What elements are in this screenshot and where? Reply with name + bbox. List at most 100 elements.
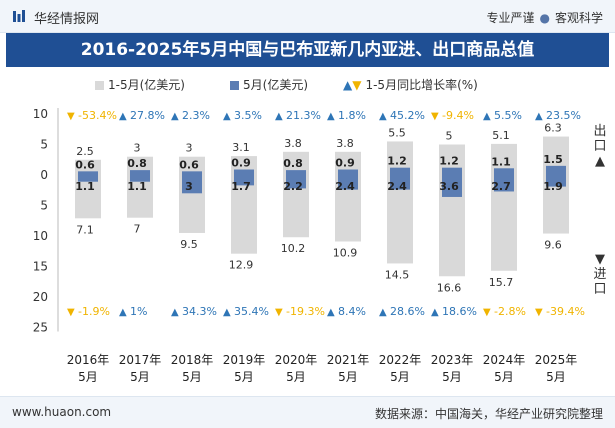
import-yoy-up-icon: ▲ (119, 307, 127, 318)
label-ytd-import: 15.7 (489, 276, 514, 289)
bar-ytd-export (179, 156, 205, 175)
label-ytd-import: 16.6 (437, 281, 462, 294)
export-yoy-up-icon: ▲ (535, 111, 543, 122)
import-yoy-label: -2.8% (494, 305, 526, 318)
legend-label-may: 5月(亿美元) (243, 78, 308, 92)
label-ytd-import: 7 (134, 223, 141, 236)
title-bar: 2016-2025年5月中国与巴布亚新几内亚进、出口商品总值 (6, 33, 609, 67)
label-may-export: 0.9 (231, 157, 251, 170)
label-may-import: 2.4 (335, 180, 355, 193)
brand-name: 华经情报网 (34, 12, 100, 27)
x-tick-label-month: 5月 (182, 370, 202, 384)
export-yoy-label: 1.8% (338, 109, 366, 122)
x-tick-label-year: 2018年 (171, 353, 214, 367)
bar-may-export (494, 168, 514, 175)
separator-dot: ● (539, 11, 550, 25)
import-yoy-up-icon: ▲ (379, 307, 387, 318)
export-yoy-label: 21.3% (286, 109, 321, 122)
label-ytd-export: 3.1 (232, 141, 250, 154)
x-tick-label-month: 5月 (546, 370, 566, 384)
x-tick-label-year: 2017年 (119, 353, 162, 367)
x-tick-label-month: 5月 (234, 370, 254, 384)
bar-may-import (494, 175, 514, 192)
export-yoy-up-icon: ▲ (171, 111, 179, 122)
label-may-export: 0.8 (127, 157, 147, 170)
y-tick-label: 10 (33, 107, 48, 121)
legend-item-may: 5月(亿美元) (230, 76, 308, 93)
label-ytd-export: 3 (186, 142, 193, 155)
import-yoy-label: 28.6% (390, 305, 425, 318)
export-yoy-down-icon: ▼ (67, 111, 75, 122)
label-ytd-export: 5.1 (492, 129, 510, 142)
legend-label-yoy: 1-5月同比增长率(%) (365, 78, 478, 92)
label-ytd-export: 2.5 (76, 145, 94, 158)
bar-may-export (234, 169, 254, 175)
import-label: 进口 (593, 267, 607, 297)
import-yoy-up-icon: ▲ (223, 307, 231, 318)
export-yoy-up-icon: ▲ (275, 111, 283, 122)
bar-ytd-import (127, 175, 153, 218)
up-arrow-icon: ▲ (595, 154, 605, 169)
bar-may-import (130, 175, 150, 182)
legend-item-ytd: 1-5月(亿美元) (95, 76, 185, 93)
y-tick-label: 25 (33, 321, 48, 335)
bar-may-import (442, 175, 462, 197)
x-tick-label-year: 2024年 (483, 353, 526, 367)
legend-label-ytd: 1-5月(亿美元) (108, 78, 185, 92)
legend-item-yoy: ▲▼ 1-5月同比增长率(%) (343, 76, 478, 93)
x-tick-label-year: 2025年 (535, 353, 578, 367)
label-ytd-import: 12.9 (229, 259, 254, 272)
tag-objective: 客观科学 (554, 11, 603, 25)
label-may-export: 1.2 (387, 155, 407, 168)
label-may-export: 1.5 (543, 153, 563, 166)
export-yoy-label: -9.4% (442, 109, 474, 122)
export-yoy-label: 3.5% (234, 109, 262, 122)
label-may-export: 1.1 (491, 155, 511, 168)
footer: www.huaon.com 数据来源：中国海关，华经产业研究院整理 (0, 396, 615, 428)
export-yoy-label: 45.2% (390, 109, 425, 122)
label-may-import: 3.6 (439, 180, 459, 193)
chart-title: 2016-2025年5月中国与巴布亚新几内亚进、出口商品总值 (80, 40, 535, 60)
label-may-export: 0.9 (335, 157, 355, 170)
bar-ytd-import (231, 175, 257, 254)
import-yoy-label: 1% (130, 305, 147, 318)
bar-may-import (286, 175, 306, 189)
import-yoy-label: -39.4% (546, 305, 585, 318)
y-tick-label: 20 (33, 290, 48, 304)
footer-source: 数据来源：中国海关，华经产业研究院整理 (374, 407, 603, 421)
y-tick-label: 0 (40, 168, 48, 182)
label-ytd-import: 9.5 (180, 238, 198, 251)
bar-may-export (78, 171, 98, 175)
import-yoy-label: 34.3% (182, 305, 217, 318)
export-yoy-up-icon: ▲ (223, 111, 231, 122)
bar-may-import (78, 175, 98, 182)
bar-ytd-export (335, 151, 361, 175)
x-tick-label-year: 2016年 (67, 353, 110, 367)
x-tick-label-year: 2023年 (431, 353, 474, 367)
import-yoy-down-icon: ▼ (535, 307, 543, 318)
export-yoy-label: -53.4% (78, 109, 117, 122)
label-ytd-export: 5.5 (388, 126, 406, 139)
import-yoy-label: 18.6% (442, 305, 477, 318)
import-yoy-label: 8.4% (338, 305, 366, 318)
export-yoy-up-icon: ▲ (119, 111, 127, 122)
down-arrow-icon: ▼ (595, 252, 605, 267)
y-tick-label: 10 (33, 229, 48, 243)
logo-icon (13, 10, 25, 22)
export-yoy-down-icon: ▼ (431, 111, 439, 122)
import-yoy-label: -19.3% (286, 305, 325, 318)
label-may-import: 2.4 (387, 180, 407, 193)
import-yoy-label: 35.4% (234, 305, 269, 318)
bar-may-import (234, 175, 254, 186)
x-tick-label-month: 5月 (442, 370, 462, 384)
export-yoy-up-icon: ▲ (327, 111, 335, 122)
label-ytd-import: 10.2 (281, 242, 306, 255)
bar-may-export (442, 167, 462, 175)
legend-swatch-may (230, 81, 239, 90)
import-yoy-up-icon: ▲ (431, 307, 439, 318)
export-yoy-up-icon: ▲ (483, 111, 491, 122)
label-ytd-import: 9.6 (544, 239, 562, 252)
export-label: 出口 (593, 124, 607, 154)
import-yoy-down-icon: ▼ (67, 307, 75, 318)
import-yoy-label: -1.9% (78, 305, 110, 318)
